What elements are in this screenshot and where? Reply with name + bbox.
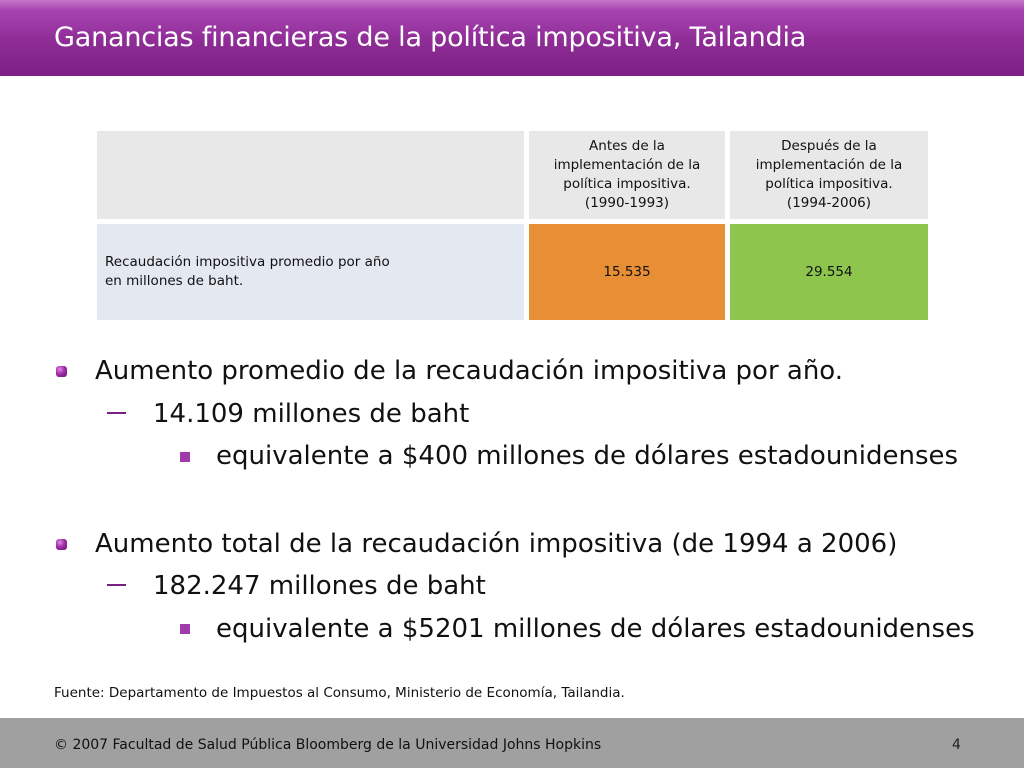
slide-title: Ganancias financieras de la política imp… [54,22,807,53]
value-after-cell: 29.554 [730,224,928,320]
bullet-1-sub: 14.109 millones de baht [153,399,470,429]
value-before-cell: 15.535 [529,224,725,320]
bullet-icon [56,366,67,377]
title-bar: Ganancias financieras de la política imp… [0,0,1024,76]
header-before-line-2: implementación de la [553,157,701,173]
title-bar-shine [0,0,1024,10]
dash-icon [107,412,126,414]
value-before: 15.535 [603,263,651,280]
bullet-2-text: Aumento total de la recaudación impositi… [95,529,898,559]
bullet-1-text: Aumento promedio de la recaudación impos… [95,356,844,386]
header-before-line-1: Antes de la [589,138,665,154]
copyright-text: © 2007 Facultad de Salud Pública Bloombe… [54,737,602,753]
table-row-label: Recaudación impositiva promedio por año … [97,224,524,320]
header-after-line-2: implementación de la [755,157,903,173]
table-header-before: Antes de la implementación de la polític… [529,131,725,219]
row-label-line-2: en millones de baht. [105,273,244,289]
bullet-2-sub: 182.247 millones de baht [153,571,486,601]
header-after-line-4: (1994-2006) [786,195,872,211]
table-header-after: Después de la implementación de la polít… [730,131,928,219]
header-after-line-3: política impositiva. [765,176,893,192]
square-bullet-icon [180,624,190,634]
footer-bar: © 2007 Facultad de Salud Pública Bloombe… [0,718,1024,768]
header-before-line-3: política impositiva. [563,176,691,192]
page-number: 4 [952,737,961,753]
bullet-1-subsub: equivalente a $400 millones de dólares e… [216,441,959,471]
square-bullet-icon [180,452,190,462]
row-label-line-1: Recaudación impositiva promedio por año [105,254,390,270]
source-note: Fuente: Departamento de Impuestos al Con… [54,685,625,701]
header-after-line-1: Después de la [781,138,877,154]
bullet-2-subsub: equivalente a $5201 millones de dólares … [216,614,975,644]
bullet-icon [56,539,67,550]
table-header-empty [97,131,524,219]
value-after: 29.554 [805,263,853,280]
dash-icon [107,584,126,586]
header-before-line-4: (1990-1993) [584,195,670,211]
